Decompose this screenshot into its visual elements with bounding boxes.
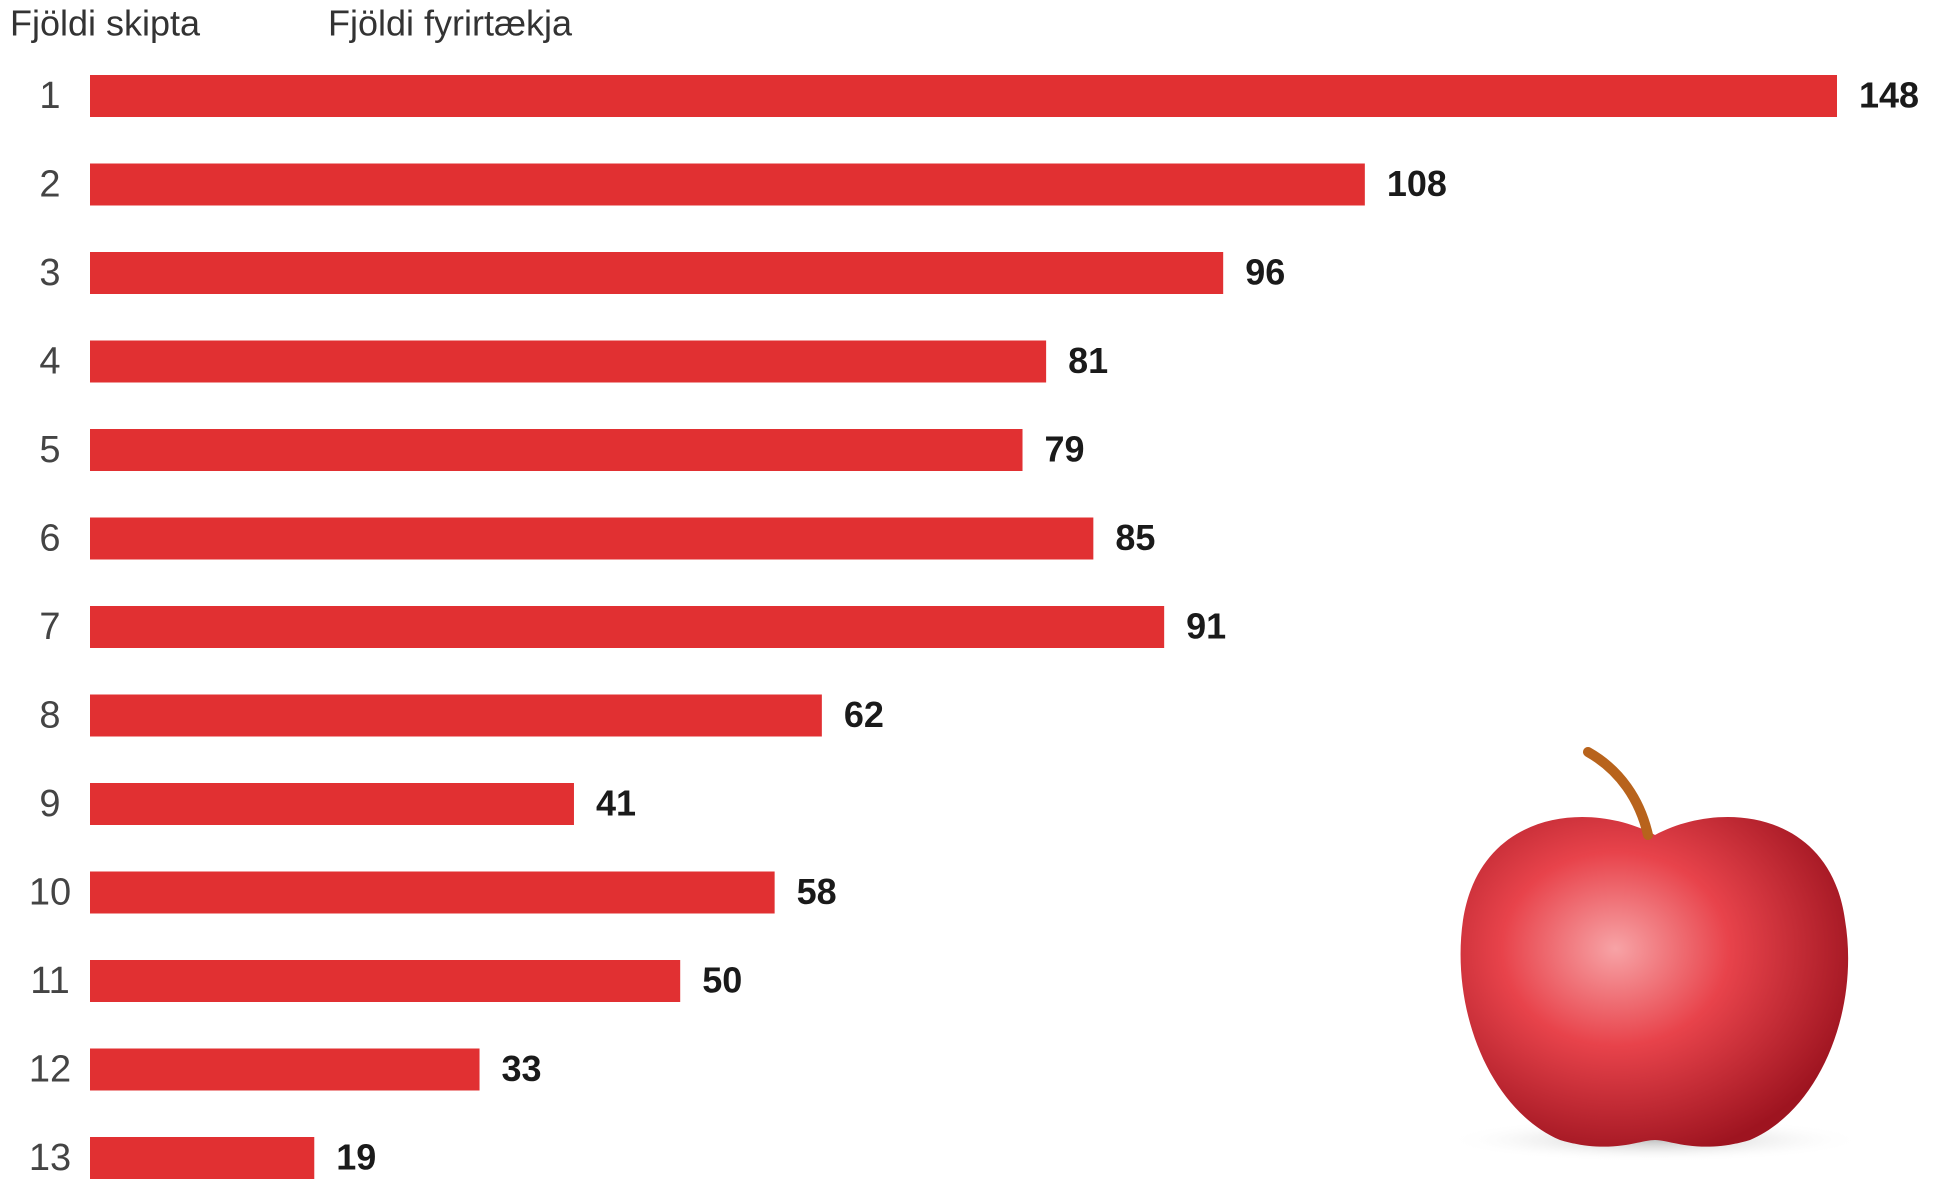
value-label: 33 (502, 1048, 542, 1089)
value-label: 62 (844, 694, 884, 735)
value-label: 79 (1045, 429, 1085, 470)
bar (90, 1137, 315, 1179)
category-axis-label: Fjöldi skipta (10, 3, 201, 44)
value-label: 148 (1859, 75, 1919, 116)
y-tick-label: 8 (39, 695, 60, 737)
y-tick-label: 2 (39, 164, 60, 206)
y-tick-label: 13 (29, 1137, 71, 1179)
bar (90, 517, 1094, 560)
bar (90, 694, 822, 737)
y-tick-label: 10 (29, 872, 71, 914)
value-label: 50 (702, 960, 742, 1001)
bar (90, 783, 574, 825)
value-label: 85 (1115, 517, 1155, 558)
bar (90, 340, 1047, 383)
y-tick-label: 9 (39, 783, 60, 825)
bar (90, 429, 1023, 471)
y-tick-label: 5 (39, 429, 60, 471)
y-tick-label: 6 (39, 518, 60, 560)
y-tick-label: 1 (39, 75, 60, 117)
bar (90, 163, 1365, 206)
value-label: 19 (336, 1137, 376, 1178)
y-tick-label: 4 (39, 341, 60, 383)
bar (90, 606, 1165, 648)
y-tick-label: 3 (39, 252, 60, 294)
bar (90, 1048, 480, 1091)
bar (90, 871, 775, 914)
y-tick-label: 12 (29, 1049, 71, 1091)
bar (90, 75, 1837, 117)
bar (90, 252, 1224, 294)
value-label: 41 (596, 783, 636, 824)
y-tick-label: 11 (30, 960, 69, 1002)
value-label: 58 (797, 871, 837, 912)
y-tick-label: 7 (39, 606, 60, 648)
value-label: 91 (1186, 606, 1226, 647)
value-label: 81 (1068, 340, 1108, 381)
apple-illustration (1445, 747, 1865, 1162)
value-label: 108 (1387, 163, 1447, 204)
value-label: 96 (1245, 252, 1285, 293)
bar (90, 960, 681, 1002)
value-axis-label: Fjöldi fyrirtækja (328, 3, 573, 44)
